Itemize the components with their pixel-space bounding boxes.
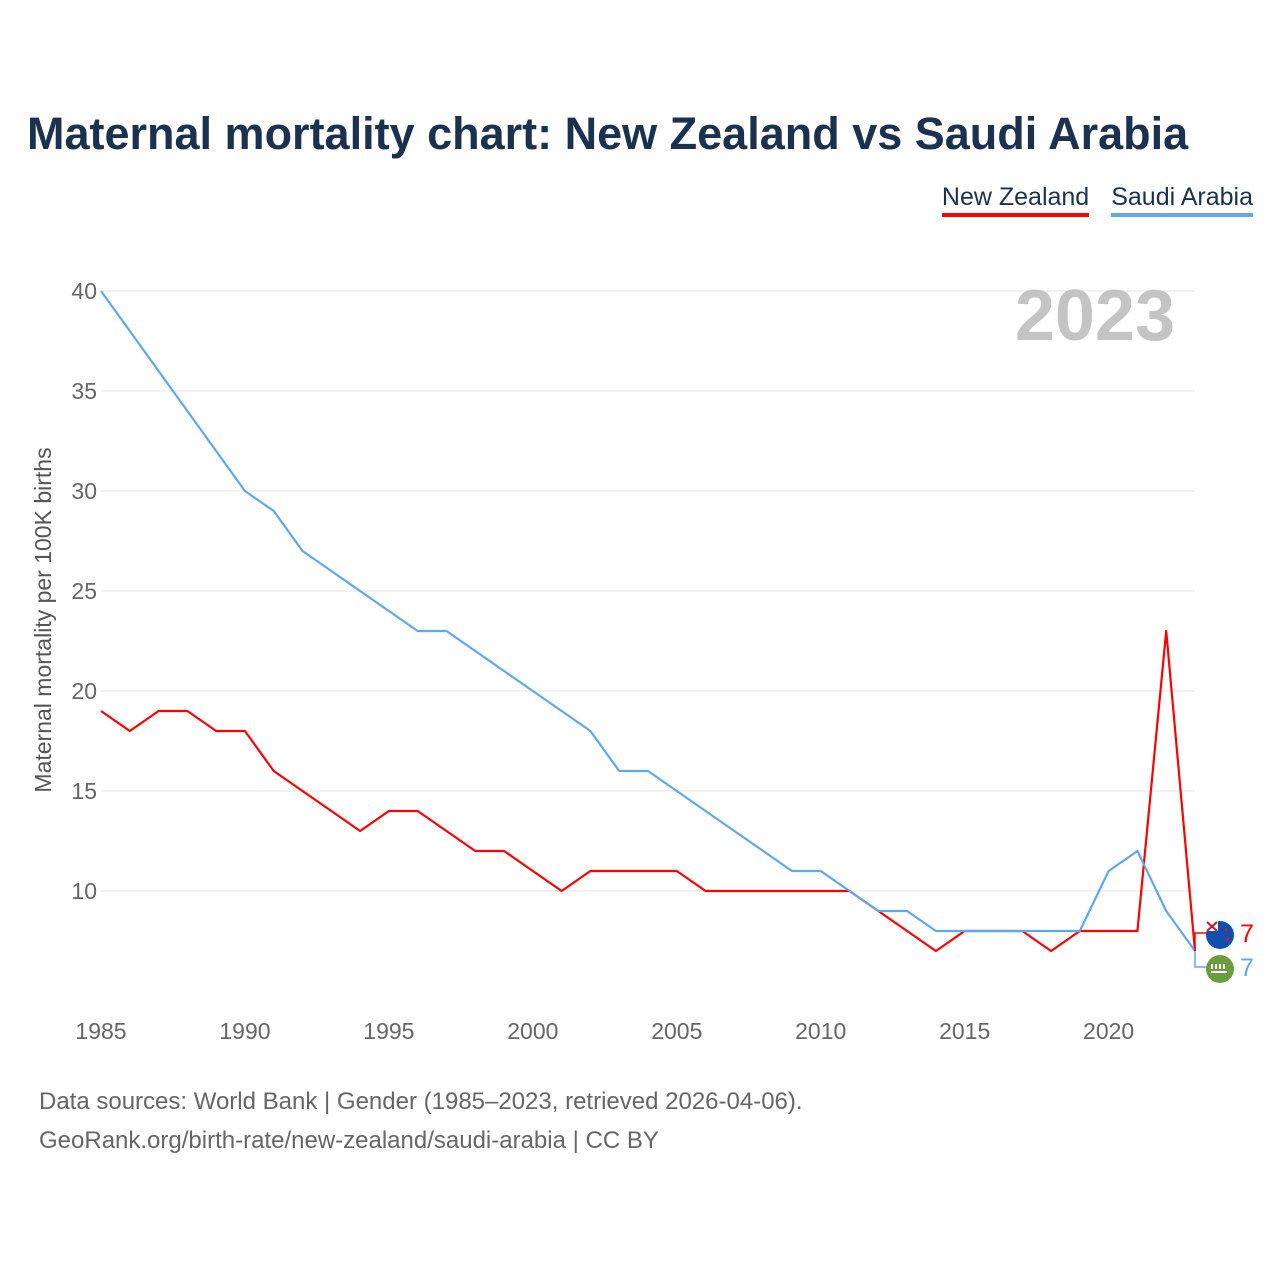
legend-saudi-arabia[interactable]: Saudi Arabia (1111, 183, 1253, 217)
y-axis-label: Maternal mortality per 100K births (30, 447, 56, 792)
footer-credit: GeoRank.org/birth-rate/new-zealand/saudi… (39, 1127, 659, 1154)
legend: New Zealand Saudi Arabia (941, 183, 1253, 217)
new-zealand-flag-icon (1206, 921, 1234, 949)
year-watermark: 2023 (1015, 276, 1175, 356)
series-line-saudi-arabia (100, 290, 1196, 952)
y-tick-label: 30 (71, 478, 97, 504)
legend-new-zealand[interactable]: New Zealand (941, 183, 1090, 217)
y-tick-label: 15 (71, 778, 97, 804)
y-tick-label: 35 (71, 378, 97, 404)
x-tick-label: 2015 (939, 1018, 990, 1044)
chart-title: Maternal mortality chart: New Zealand vs… (27, 108, 1189, 159)
x-tick-label: 1985 (75, 1018, 126, 1044)
x-tick-label: 2005 (651, 1018, 702, 1044)
y-tick-label: 25 (71, 578, 97, 604)
x-tick-label: 1995 (363, 1018, 414, 1044)
sa-label-connector (1194, 951, 1207, 968)
x-tick-label: 2020 (1083, 1018, 1134, 1044)
y-tick-label: 20 (71, 678, 97, 704)
saudi-arabia-flag-icon (1206, 955, 1234, 983)
nz-label-connector (1194, 932, 1207, 951)
y-tick-label: 40 (71, 278, 97, 304)
nz-end-value: 7 (1240, 920, 1254, 948)
y-tick-label: 10 (71, 878, 97, 904)
x-tick-label: 2010 (795, 1018, 846, 1044)
sa-end-value: 7 (1240, 954, 1254, 982)
x-tick-label: 1990 (219, 1018, 270, 1044)
footer-sources: Data sources: World Bank | Gender (1985–… (39, 1088, 803, 1115)
x-tick-label: 2000 (507, 1018, 558, 1044)
